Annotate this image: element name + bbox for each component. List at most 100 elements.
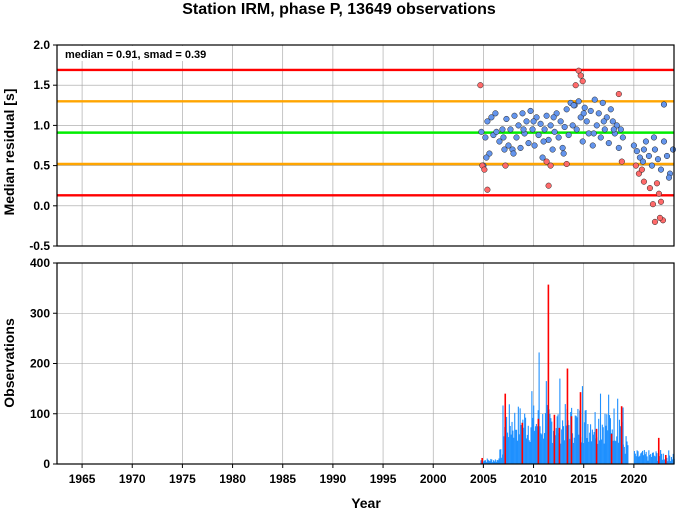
observation-bar bbox=[653, 455, 655, 464]
observation-bar bbox=[563, 440, 565, 464]
observation-bar bbox=[599, 393, 602, 464]
observation-bar bbox=[605, 425, 607, 464]
observation-bar bbox=[612, 440, 614, 464]
y-tick-label: 0.5 bbox=[33, 159, 50, 173]
residual-point bbox=[595, 110, 602, 117]
residual-point bbox=[541, 126, 548, 133]
residual-point bbox=[570, 102, 577, 109]
y-tick-label: 100 bbox=[30, 407, 50, 421]
residual-point bbox=[615, 144, 622, 151]
observation-bar bbox=[639, 455, 641, 464]
outlier-point bbox=[481, 166, 488, 173]
observation-bar bbox=[661, 459, 663, 464]
observation-bar bbox=[562, 426, 565, 464]
observation-bar bbox=[657, 460, 659, 464]
observation-bar bbox=[588, 441, 590, 464]
outlier-point bbox=[635, 170, 642, 177]
annotation-background bbox=[61, 46, 229, 61]
outlier-bar bbox=[610, 433, 613, 464]
observation-bar bbox=[656, 453, 658, 464]
observation-bar bbox=[499, 449, 501, 464]
residual-point bbox=[579, 138, 586, 145]
observation-bar bbox=[545, 381, 547, 464]
observation-bar bbox=[615, 441, 617, 464]
observation-bar bbox=[602, 427, 604, 464]
observation-bar bbox=[523, 427, 525, 464]
residual-point bbox=[660, 138, 668, 145]
residual-point bbox=[533, 114, 540, 121]
outlier-point bbox=[657, 198, 665, 205]
observation-bar bbox=[582, 443, 584, 464]
observation-bar bbox=[590, 424, 592, 464]
residual-frame bbox=[56, 44, 675, 247]
observation-bar bbox=[591, 429, 593, 464]
observation-bar bbox=[578, 434, 580, 464]
outlier-bar bbox=[521, 422, 524, 464]
observation-bar bbox=[493, 461, 496, 464]
observation-bar bbox=[552, 442, 554, 464]
observation-bar bbox=[625, 436, 627, 464]
residual-point bbox=[503, 115, 510, 123]
observation-bar bbox=[655, 451, 657, 464]
observation-bar bbox=[527, 425, 529, 464]
residual-point bbox=[580, 110, 587, 117]
observation-bar bbox=[577, 408, 579, 464]
observation-bar bbox=[606, 414, 608, 464]
observation-bar bbox=[533, 405, 535, 464]
observation-bar bbox=[651, 452, 654, 464]
observation-bar bbox=[619, 426, 621, 464]
observation-bar bbox=[593, 431, 595, 464]
observation-bar bbox=[483, 460, 486, 464]
residual-point bbox=[593, 122, 600, 129]
residual-point bbox=[605, 140, 612, 147]
residual-point bbox=[537, 120, 544, 127]
outlier-point bbox=[547, 162, 554, 169]
observation-bar bbox=[604, 413, 606, 464]
observation-bar bbox=[513, 437, 515, 464]
y-tick-label: 300 bbox=[30, 306, 50, 320]
residual-point bbox=[559, 144, 566, 151]
observation-bar bbox=[574, 415, 576, 464]
residual-points bbox=[477, 67, 677, 225]
observation-bar bbox=[509, 425, 511, 464]
residual-point bbox=[549, 146, 556, 153]
observation-bar bbox=[538, 352, 540, 464]
residual-point bbox=[543, 112, 550, 119]
residual-point bbox=[619, 134, 626, 141]
observation-bar bbox=[646, 456, 648, 464]
observation-bar bbox=[580, 442, 583, 464]
observation-bar bbox=[506, 416, 508, 464]
outlier-point bbox=[656, 214, 664, 221]
residual-point bbox=[585, 130, 592, 137]
observation-bar bbox=[576, 417, 578, 464]
observation-bar bbox=[575, 415, 577, 464]
residual-point bbox=[511, 112, 518, 119]
residual-point bbox=[563, 106, 570, 113]
residual-point bbox=[636, 154, 643, 161]
observation-bar bbox=[561, 429, 563, 464]
observation-bar bbox=[608, 394, 610, 464]
observation-bar bbox=[649, 455, 651, 464]
observation-bar bbox=[480, 460, 482, 464]
residual-point bbox=[561, 123, 568, 131]
x-tick-label: 1975 bbox=[169, 472, 196, 486]
observation-bar bbox=[562, 420, 564, 464]
observation-bar bbox=[541, 434, 543, 464]
observation-bar bbox=[636, 450, 638, 464]
residual-point bbox=[525, 140, 532, 147]
observation-bar bbox=[569, 438, 571, 464]
x-tick-label: 1980 bbox=[219, 472, 246, 486]
residual-y-axis-label: Median residual [s] bbox=[1, 89, 17, 216]
outlier-point bbox=[577, 72, 584, 79]
residual-point bbox=[607, 106, 614, 113]
observation-bar bbox=[644, 454, 646, 464]
residual-point bbox=[654, 156, 661, 163]
residual-point bbox=[530, 118, 537, 125]
observation-bar bbox=[512, 430, 514, 464]
outlier-bar bbox=[547, 284, 550, 464]
residual-point bbox=[597, 134, 604, 141]
observation-bar bbox=[540, 433, 542, 464]
observation-bar bbox=[613, 408, 615, 464]
residual-point bbox=[555, 134, 562, 141]
